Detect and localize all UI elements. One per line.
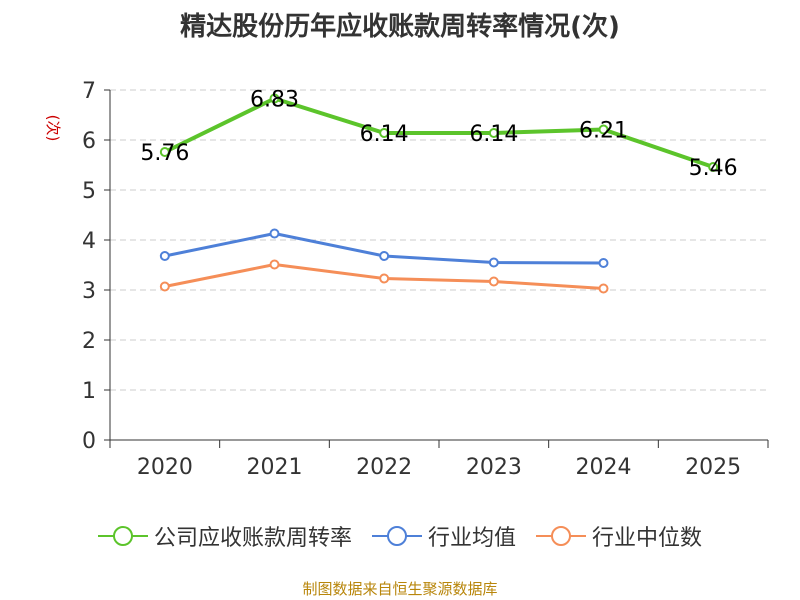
- legend-swatch: [97, 526, 148, 546]
- series-group: [159, 93, 719, 294]
- legend-label: 行业均值: [427, 526, 516, 551]
- data-label: 6.14: [360, 122, 409, 147]
- data-label: 6.14: [469, 122, 518, 147]
- y-tick-label: 0: [82, 429, 96, 454]
- data-label: 5.46: [689, 156, 738, 181]
- data-point: [379, 273, 390, 284]
- y-tick-label: 2: [82, 329, 96, 354]
- legend-swatch: [371, 526, 422, 546]
- x-tick-label: 2024: [576, 455, 632, 480]
- legend-label: 行业中位数: [592, 526, 703, 551]
- data-point: [269, 228, 280, 239]
- data-point: [488, 257, 499, 268]
- legend: 公司应收账款周转率 行业均值 行业中位数: [0, 520, 800, 552]
- legend-item[interactable]: 公司应收账款周转率: [97, 520, 352, 552]
- x-tick-label: 2023: [466, 455, 522, 480]
- data-labels: 5.76 6.83 6.14 6.14 6.21 5.46: [140, 88, 737, 182]
- data-point: [269, 93, 280, 104]
- x-tick-label: 2021: [247, 455, 303, 480]
- legend-item[interactable]: 行业中位数: [536, 520, 702, 552]
- source-note: 制图数据来自恒生聚源数据库: [302, 580, 498, 598]
- legend-swatch: [536, 526, 586, 546]
- x-tick-labels: 2020 2021 2022 2023 2024 2025: [137, 455, 741, 480]
- y-tick-label: 7: [82, 79, 96, 104]
- y-axis-label: (次): [44, 115, 62, 142]
- data-point: [379, 251, 390, 261]
- data-point: [159, 281, 170, 292]
- data-point: [598, 124, 609, 135]
- data-point: [488, 276, 499, 287]
- data-point: [708, 162, 719, 172]
- x-tick-label: 2020: [137, 455, 193, 480]
- y-tick-label: 5: [82, 179, 96, 204]
- data-label: 5.76: [140, 141, 189, 166]
- legend-label: 公司应收账款周转率: [153, 526, 352, 551]
- series-line-0: [163, 96, 714, 169]
- data-label: 6.21: [579, 119, 628, 144]
- axes: [104, 89, 769, 448]
- data-point: [598, 258, 609, 268]
- x-tick-label: 2025: [685, 455, 741, 480]
- data-point: [598, 283, 609, 294]
- data-point: [159, 251, 170, 261]
- data-label: 6.83: [250, 88, 299, 113]
- y-tick-label: 6: [82, 129, 96, 154]
- data-point: [488, 128, 499, 138]
- x-tick-label: 2022: [356, 455, 412, 480]
- data-point: [379, 128, 390, 138]
- chart-title: 精达股份历年应收账款周转率情况(次): [180, 12, 620, 42]
- y-tick-labels: 0 1 2 3 4 5 6 7: [82, 79, 96, 454]
- data-point: [269, 259, 280, 270]
- y-tick-label: 4: [82, 229, 96, 254]
- y-tick-label: 3: [82, 279, 96, 304]
- legend-item[interactable]: 行业均值: [371, 520, 516, 552]
- y-tick-label: 1: [82, 379, 96, 404]
- data-point: [159, 147, 170, 157]
